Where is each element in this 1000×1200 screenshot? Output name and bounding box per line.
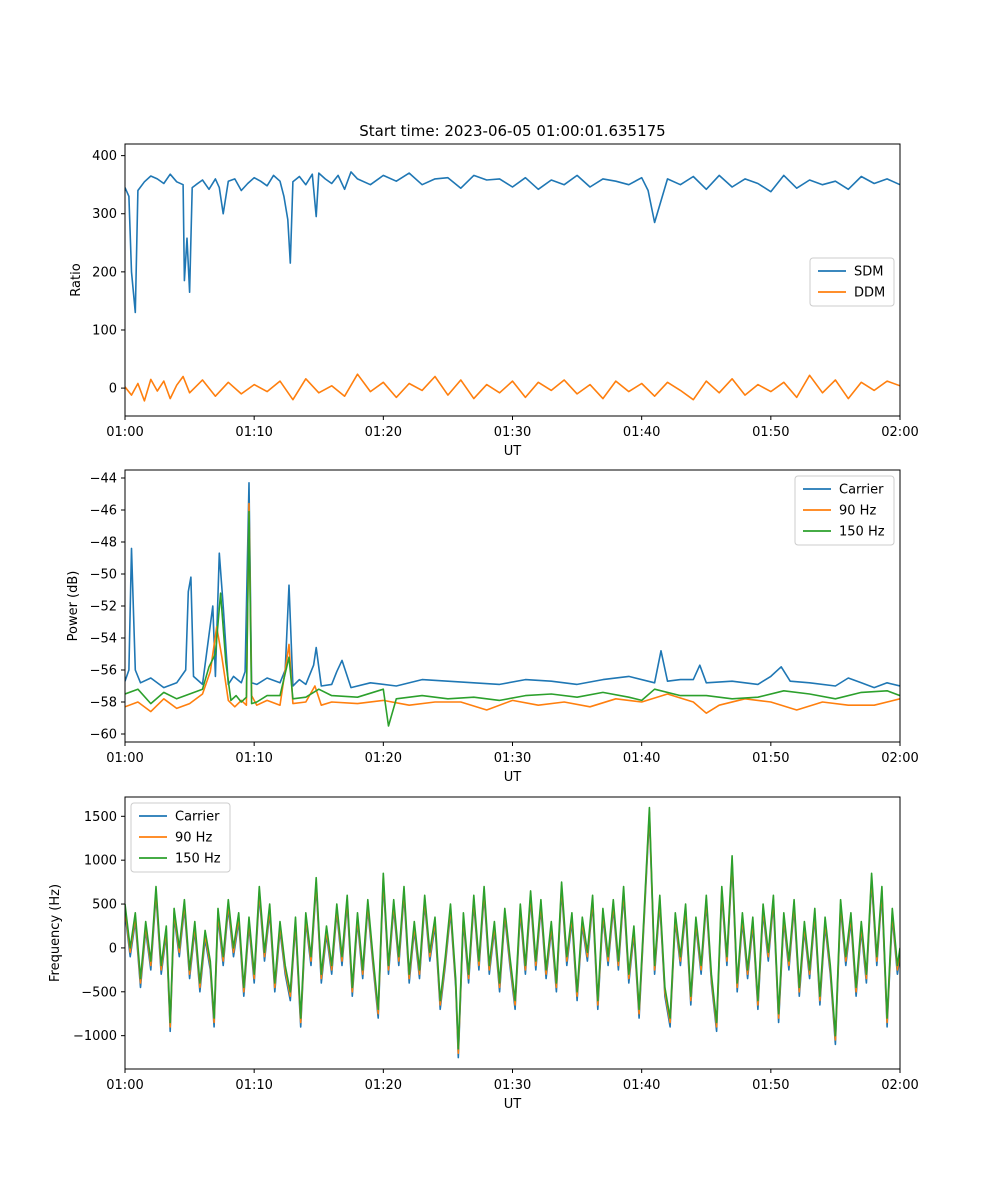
power-y-tick-label: −44 [90, 472, 117, 487]
frequency-x-tick-label: 01:10 [235, 1078, 272, 1093]
power-y-tick-label: −50 [90, 568, 117, 583]
figure-title: Start time: 2023-06-05 01:00:01.635175 [359, 122, 665, 140]
power-series-150-hz [125, 510, 900, 727]
ratio-x-tick-label: 01:20 [365, 425, 402, 440]
ratio-legend-label-ddm: DDM [854, 286, 885, 301]
power-x-tick-label: 01:50 [752, 751, 789, 766]
ratio-plot-lines [125, 171, 900, 402]
ratio-y-tick-label: 200 [92, 265, 117, 280]
power-y-tick-label: −56 [90, 664, 117, 679]
power-y-tick-label: −60 [90, 728, 117, 743]
frequency-y-tick-label: 0 [109, 941, 117, 956]
power-legend-label-90-hz: 90 Hz [839, 504, 876, 519]
ratio-y-tick-label: 100 [92, 323, 117, 338]
power-y-tick-label: −54 [90, 632, 117, 647]
frequency-x-tick-label: 02:00 [881, 1078, 918, 1093]
power-x-ticks: 01:00 01:10 01:20 01:30 01:40 01:50 02:00 [106, 742, 919, 766]
power-x-tick-label: 01:40 [623, 751, 660, 766]
power-x-axis-label: UT [504, 770, 522, 785]
power-y-tick-label: −46 [90, 504, 117, 519]
frequency-x-axis-label: UT [504, 1097, 522, 1112]
frequency-y-tick-label: 1500 [84, 810, 117, 825]
ratio-x-tick-label: 01:00 [106, 425, 143, 440]
ratio-x-ticks: 01:00 01:10 01:20 01:30 01:40 01:50 02:00 [106, 416, 919, 440]
ratio-x-tick-label: 01:30 [494, 425, 531, 440]
power-y-tick-label: −52 [90, 600, 117, 615]
power-series-90-hz [125, 502, 900, 715]
ratio-series-sdm [125, 171, 900, 314]
power-series-carrier [125, 481, 900, 689]
ratio-legend: SDM DDM [809, 257, 895, 307]
frequency-x-ticks: 01:00 01:10 01:20 01:30 01:40 01:50 02:00 [106, 1069, 919, 1093]
ratio-x-axis-label: UT [504, 444, 522, 459]
power-panel: −60−58−56−54−52−50−48−46−44 01:00 01:10 01… [66, 469, 919, 785]
frequency-legend-label-150-hz: 150 Hz [175, 852, 221, 867]
frequency-x-tick-label: 01:30 [494, 1078, 531, 1093]
frequency-y-ticks: −1000 −500 0 500 1000 1500 [73, 810, 125, 1044]
power-x-tick-label: 01:30 [494, 751, 531, 766]
power-legend-box [794, 475, 895, 546]
ratio-legend-box [809, 257, 895, 307]
power-legend-label-carrier: Carrier [839, 483, 884, 498]
frequency-x-tick-label: 01:20 [365, 1078, 402, 1093]
ratio-series-ddm [125, 373, 900, 402]
power-x-tick-label: 01:00 [106, 751, 143, 766]
power-legend-label-150-hz: 150 Hz [839, 525, 885, 540]
power-y-tick-label: −48 [90, 536, 117, 551]
frequency-x-tick-label: 01:00 [106, 1078, 143, 1093]
power-y-tick-label: −58 [90, 696, 117, 711]
power-x-tick-label: 01:20 [365, 751, 402, 766]
ratio-y-ticks: 0 100 200 300 400 [92, 149, 125, 397]
frequency-y-tick-label: 500 [92, 898, 117, 913]
ratio-x-tick-label: 02:00 [881, 425, 918, 440]
frequency-x-tick-label: 01:40 [623, 1078, 660, 1093]
ratio-x-tick-label: 01:50 [752, 425, 789, 440]
frequency-series-150-hz [125, 806, 900, 1050]
frequency-legend: Carrier 90 Hz 150 Hz [130, 802, 231, 873]
power-y-axis-label: Power (dB) [66, 571, 81, 642]
frequency-legend-box [130, 802, 231, 873]
ratio-legend-label-sdm: SDM [854, 265, 883, 280]
power-x-tick-label: 02:00 [881, 751, 918, 766]
frequency-y-axis-label: Frequency (Hz) [48, 884, 63, 982]
ratio-y-tick-label: 0 [109, 382, 117, 397]
ratio-x-tick-label: 01:40 [623, 425, 660, 440]
power-plot-lines [125, 481, 900, 727]
frequency-y-tick-label: 1000 [84, 854, 117, 869]
ratio-y-tick-label: 300 [92, 207, 117, 222]
frequency-y-tick-label: −1000 [73, 1029, 117, 1044]
frequency-y-tick-label: −500 [81, 985, 117, 1000]
frequency-x-tick-label: 01:50 [752, 1078, 789, 1093]
ratio-y-axis-label: Ratio [69, 263, 84, 296]
frequency-legend-label-carrier: Carrier [175, 810, 220, 825]
power-y-ticks: −60 −58 −56 −54 −52 −50 −48 −46 −44 [90, 472, 125, 743]
ratio-x-tick-label: 01:10 [235, 425, 272, 440]
ratio-y-tick-label: 400 [92, 149, 117, 164]
power-x-tick-label: 01:10 [235, 751, 272, 766]
frequency-legend-label-90-hz: 90 Hz [175, 831, 212, 846]
power-legend: Carrier 90 Hz 150 Hz [794, 475, 895, 546]
frequency-plot-lines [125, 806, 900, 1059]
